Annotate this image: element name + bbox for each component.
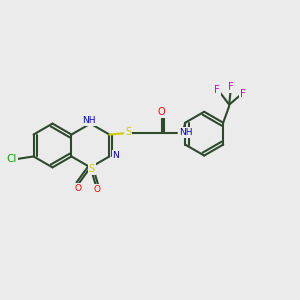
Text: O: O	[75, 184, 82, 193]
Text: F: F	[240, 89, 245, 99]
Text: NH: NH	[82, 116, 96, 125]
Text: F: F	[214, 85, 220, 95]
Text: O: O	[94, 185, 101, 194]
Text: NH: NH	[179, 128, 193, 137]
Text: O: O	[158, 107, 165, 117]
Text: S: S	[125, 127, 131, 136]
Text: F: F	[228, 82, 233, 92]
Text: S: S	[88, 164, 95, 174]
Text: Cl: Cl	[6, 154, 17, 164]
Text: N: N	[112, 151, 119, 160]
